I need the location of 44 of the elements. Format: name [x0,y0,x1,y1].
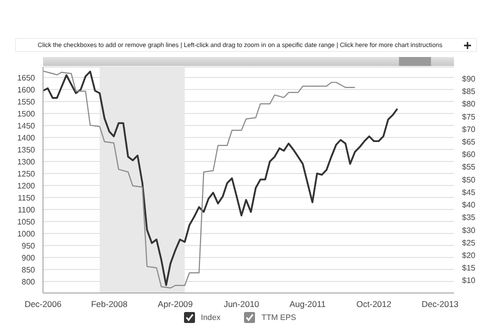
y2-tick-label: $30 [462,226,476,235]
y2-tick-label: $40 [462,200,476,210]
y-tick-label: 1300 [17,157,36,166]
y-tick-label: 900 [22,253,36,262]
y-tick-label: 1000 [17,229,36,238]
y-tick-label: 1600 [17,85,36,94]
x-tick-label: Aug-2011 [289,299,326,310]
y-tick-label: 1150 [18,193,36,202]
y-tick-label: 1400 [17,133,36,142]
x-tick-label: Dec-2013 [422,299,459,310]
y-tick-label: 1650 [17,73,36,82]
x-tick-label: Feb-2008 [91,299,128,310]
legend-label: TTM EPS [261,313,296,322]
legend-label: Index [200,313,220,322]
y2-tick-label: $50 [462,175,476,184]
y-tick-label: 1450 [17,121,36,130]
y-tick-label: 1350 [17,145,36,154]
x-tick-label: Dec-2006 [24,299,62,310]
y-tick-label: 1050 [17,217,36,226]
y2-tick-label: $70 [462,124,476,134]
x-tick-label: Oct-2012 [356,299,392,310]
y2-tick-label: $75 [462,112,476,122]
y2-tick-label: $65 [462,138,476,146]
y2-tick-label: $35 [462,213,476,222]
y2-tick-label: $80 [462,100,476,109]
y-tick-label: 1200 [17,181,36,190]
y-tick-label: 850 [22,265,36,274]
y2-tick-label: $85 [462,87,476,96]
y2-tick-label: $10 [462,276,476,286]
y-tick-label: 950 [22,241,36,250]
y-tick-label: 1500 [17,109,36,118]
x-tick-label: Apr-2009 [158,299,194,310]
y2-tick-label: $25 [462,238,476,248]
y2-tick-label: $15 [462,264,476,273]
y2-tick-label: $55 [462,162,476,172]
y-tick-label: 1250 [17,169,36,178]
x-tick-label: Jun-2010 [224,299,260,310]
y-tick-label: 1550 [17,97,36,106]
y2-tick-label: $60 [462,150,476,160]
y2-tick-label: $90 [462,74,476,84]
y-tick-label: 1100 [18,205,36,214]
y2-tick-label: $20 [462,251,476,260]
y2-tick-label: $45 [462,188,476,197]
y-tick-label: 800 [22,277,36,286]
